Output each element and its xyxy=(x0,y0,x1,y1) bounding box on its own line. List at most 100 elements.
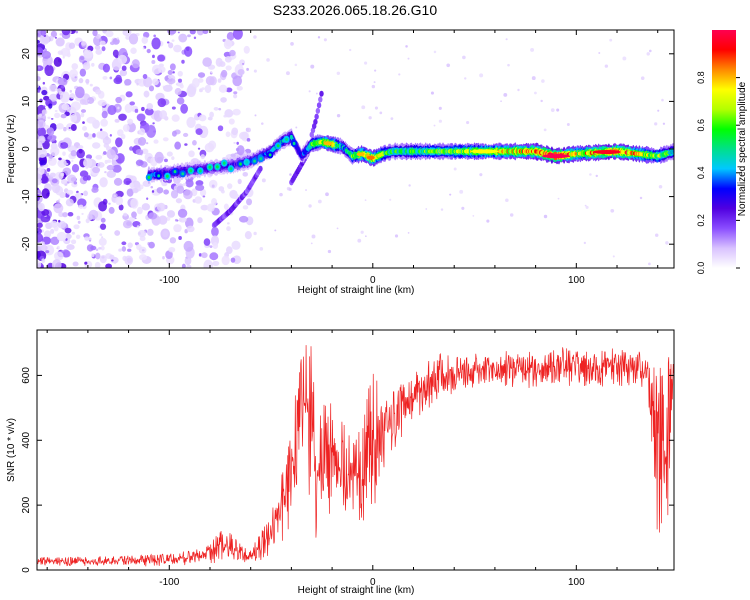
spectrogram-noise-blob xyxy=(83,190,88,197)
spectrogram-noise-blob xyxy=(78,78,84,84)
spectrogram-noise-blob xyxy=(197,72,206,78)
spectrogram-noise-dot xyxy=(407,232,410,234)
spectrogram-noise-blob xyxy=(37,73,40,77)
spectrogram-noise-blob xyxy=(64,233,72,240)
spectrogram-noise-dot xyxy=(639,196,643,200)
spectrogram-noise-dot xyxy=(433,50,437,54)
spectrogram-noise-blob xyxy=(139,184,144,190)
spectrogram-hotspot-core xyxy=(229,167,233,171)
spectrogram-noise-blob xyxy=(176,81,184,87)
spectrogram-noise-blob xyxy=(168,246,176,253)
spectrogram-noise-dot xyxy=(253,69,257,73)
spectrogram-noise-dot xyxy=(462,55,466,60)
spectrogram-noise-dot xyxy=(289,173,292,176)
spectrogram-noise-blob xyxy=(37,119,46,129)
spectrogram-noise-blob xyxy=(64,227,72,234)
spectrogram-noise-dot xyxy=(408,184,411,187)
spectrogram-noise-blob xyxy=(56,231,67,242)
spectrogram-noise-blob xyxy=(109,134,112,137)
spectrogram-noise-blob xyxy=(174,141,182,150)
spectrogram-noise-blob xyxy=(138,254,148,261)
spectrogram-branch-cell xyxy=(314,113,319,120)
snr-y-label: SNR (10 * v/v) xyxy=(6,418,17,482)
spectrogram-noise-blob xyxy=(177,31,180,34)
spectrogram-noise-blob xyxy=(94,45,101,51)
spectrogram-noise-blob xyxy=(181,263,186,268)
spectrogram-noise-blob xyxy=(53,203,64,214)
spectrogram-noise-blob xyxy=(57,77,68,86)
spectrogram-noise-blob xyxy=(84,236,90,241)
spectrogram-noise-blob xyxy=(84,261,88,265)
spectrogram-noise-blob xyxy=(62,55,65,59)
spectrogram-noise-blob xyxy=(50,30,57,38)
spectrogram-noise-dot xyxy=(583,241,587,245)
spectrogram-noise-blob xyxy=(89,83,93,87)
spectrogram-noise-blob xyxy=(91,142,101,149)
spectrogram-noise-blob xyxy=(109,41,115,46)
spectrogram-noise-dot xyxy=(325,192,329,197)
snr-y-tick-label: 0 xyxy=(21,567,32,573)
spectrogram-noise-blob xyxy=(66,52,71,58)
spectrogram-noise-blob xyxy=(95,33,102,39)
spectrogram-x-tick-label: 0 xyxy=(370,275,376,286)
spectrogram-noise-blob xyxy=(223,39,233,50)
spectrogram-noise-blob xyxy=(104,159,108,164)
spectrogram-noise-blob xyxy=(232,108,241,116)
spectrogram-noise-blob xyxy=(41,89,48,96)
spectrogram-noise-blob xyxy=(225,131,231,138)
spectrogram-noise-blob xyxy=(181,59,185,64)
spectrogram-noise-blob xyxy=(177,70,183,77)
spectrogram-y-ticks: -20 -10 0 10 20 xyxy=(21,48,674,251)
spectrogram-noise-blob xyxy=(246,198,253,206)
spectrogram-x-label: Height of straight line (km) xyxy=(298,285,415,296)
spectrogram-noise-blob xyxy=(92,166,101,174)
spectrogram-noise-blob xyxy=(169,63,176,71)
spectrogram-noise-blob xyxy=(42,81,46,85)
spectrogram-noise-blob xyxy=(101,46,106,52)
spectrogram-noise-blob xyxy=(115,196,124,206)
spectrogram-noise-blob xyxy=(209,111,214,118)
spectrogram-noise-blob xyxy=(54,110,58,113)
spectrogram-noise-blob xyxy=(151,37,161,50)
spectrogram-noise-blob xyxy=(195,128,203,135)
spectrogram-noise-blob xyxy=(113,194,117,198)
spectrogram-noise-blob xyxy=(182,132,189,138)
spectrogram-noise-blob xyxy=(54,36,58,39)
spectrogram-noise-blob xyxy=(39,159,47,166)
spectrogram-noise-dot xyxy=(648,262,651,266)
spectrogram-noise-blob xyxy=(50,146,60,157)
spectrogram-noise-blob xyxy=(75,30,79,34)
spectrogram-noise-blob xyxy=(152,54,155,59)
spectrogram-noise-blob xyxy=(205,75,215,86)
spectrogram-noise-blob xyxy=(135,148,144,156)
spectrogram-noise-blob xyxy=(151,60,156,65)
spectrogram-noise-blob xyxy=(109,254,115,260)
spectrogram-peak xyxy=(592,149,621,154)
spectrogram-noise-dot xyxy=(357,238,362,243)
spectrogram-noise-dot xyxy=(557,197,560,200)
spectrogram-noise-blob xyxy=(63,78,67,82)
spectrogram-noise-dot xyxy=(365,235,367,237)
spectrogram-noise-blob xyxy=(158,215,168,225)
spectrogram-noise-blob xyxy=(102,75,108,80)
spectrogram-noise-blob xyxy=(85,78,90,84)
spectrogram-noise-blob xyxy=(171,130,177,137)
spectrogram-noise-blob xyxy=(141,106,145,112)
spectrogram-noise-blob xyxy=(98,247,102,250)
snr-panel: -100 0 100 0 200 400 600 Height of straight l… xyxy=(6,329,675,596)
colorbar-tick-label: 0.6 xyxy=(696,119,706,132)
spectrogram-noise-blob xyxy=(80,41,87,46)
spectrogram-noise-blob xyxy=(186,225,195,233)
spectrogram-noise-dot xyxy=(254,114,257,117)
spectrogram-noise-blob xyxy=(184,256,192,266)
spectrogram-noise-dot xyxy=(566,123,570,126)
spectrogram-noise-dot xyxy=(405,45,408,48)
spectrogram-noise-blob xyxy=(80,112,85,118)
figure-title: S233.2026.065.18.26.G10 xyxy=(273,2,437,18)
spectrogram-noise-blob xyxy=(192,77,200,88)
spectrogram-noise-blob xyxy=(66,189,74,195)
spectrogram-noise-blob xyxy=(39,244,48,251)
spectrogram-noise-blob xyxy=(197,217,203,224)
spectrogram-noise-blob xyxy=(74,76,77,79)
spectrogram-noise-blob xyxy=(72,261,79,267)
